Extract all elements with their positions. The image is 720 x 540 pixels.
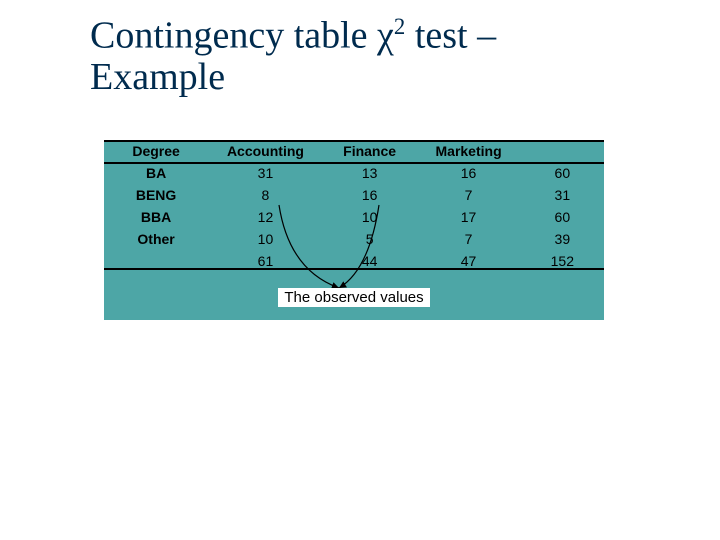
cell: 16	[416, 162, 520, 184]
title-line2: Example	[90, 56, 225, 98]
table-row: BENG 8 16 7 31	[104, 184, 604, 206]
cell: 10	[208, 228, 323, 250]
cell-rowtotal: 39	[521, 228, 604, 250]
cell-rowtotal: 60	[521, 206, 604, 228]
cell: 16	[323, 184, 417, 206]
cell: 7	[416, 184, 520, 206]
cell: 31	[208, 162, 323, 184]
cell: 12	[208, 206, 323, 228]
col-header-total	[521, 140, 604, 162]
cell: 13	[323, 162, 417, 184]
table-header-row: Degree Accounting Finance Marketing	[104, 140, 604, 162]
table-row: BBA 12 10 17 60	[104, 206, 604, 228]
cell: 7	[416, 228, 520, 250]
contingency-table-region: Degree Accounting Finance Marketing BA 3…	[104, 140, 604, 272]
row-label: BA	[104, 162, 208, 184]
observed-values-caption: The observed values	[104, 288, 604, 307]
col-header-marketing: Marketing	[416, 140, 520, 162]
col-header-degree: Degree	[104, 140, 208, 162]
cell: 10	[323, 206, 417, 228]
title-exp: 2	[394, 14, 405, 39]
title-chi: χ	[377, 15, 394, 57]
col-total: 47	[416, 250, 520, 272]
col-total: 61	[208, 250, 323, 272]
contingency-table: Degree Accounting Finance Marketing BA 3…	[104, 140, 604, 272]
title-post: test –	[405, 15, 496, 57]
row-label: BENG	[104, 184, 208, 206]
cell: 5	[323, 228, 417, 250]
row-label: BBA	[104, 206, 208, 228]
title-pre: Contingency table	[90, 15, 377, 57]
col-total: 44	[323, 250, 417, 272]
cell-rowtotal: 31	[521, 184, 604, 206]
col-header-finance: Finance	[323, 140, 417, 162]
table-row: Other 10 5 7 39	[104, 228, 604, 250]
slide-title: Contingency table χ2 test – Example	[90, 14, 630, 99]
row-label: Other	[104, 228, 208, 250]
cell-rowtotal: 60	[521, 162, 604, 184]
col-header-accounting: Accounting	[208, 140, 323, 162]
grand-total: 152	[521, 250, 604, 272]
cell: 8	[208, 184, 323, 206]
caption-text: The observed values	[278, 288, 429, 307]
table-row: BA 31 13 16 60	[104, 162, 604, 184]
table-totals-row: 61 44 47 152	[104, 250, 604, 272]
cell: 17	[416, 206, 520, 228]
row-label-empty	[104, 250, 208, 272]
